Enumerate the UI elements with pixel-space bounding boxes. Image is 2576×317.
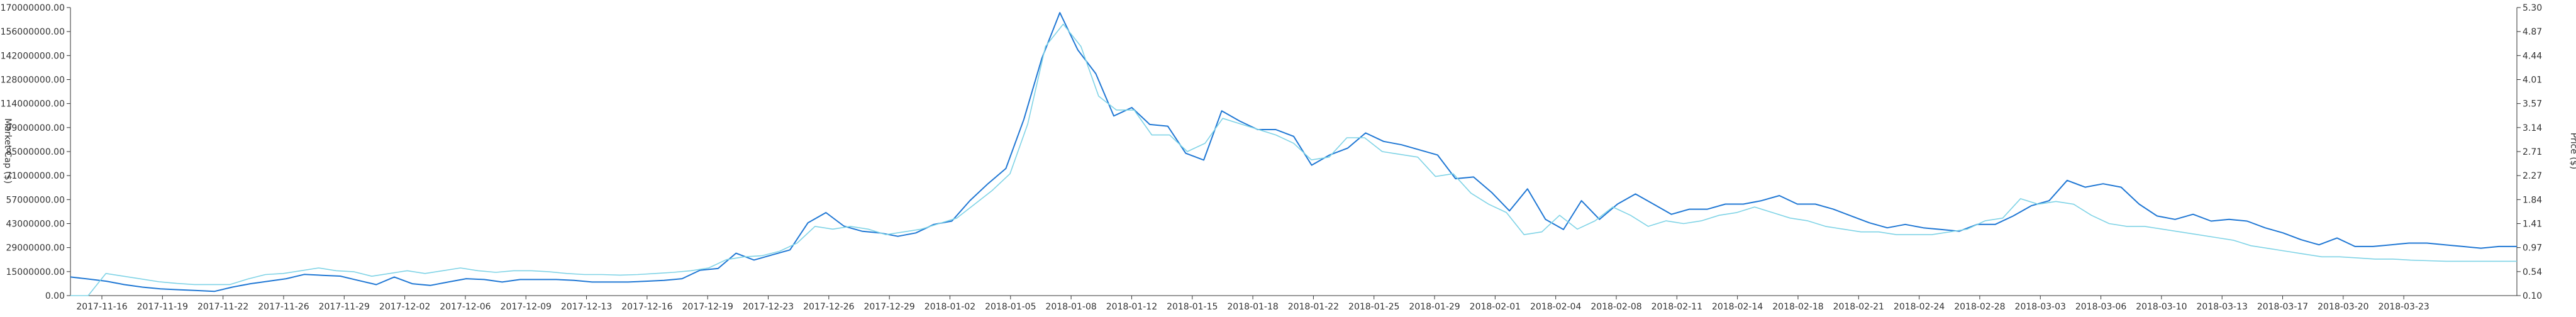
y-right-tick-label: 0.97 [2523, 243, 2542, 253]
x-tick-label: 2018-03-06 [2075, 302, 2126, 312]
series-lines [70, 12, 2517, 296]
y-right-tick-label: 3.14 [2523, 123, 2542, 133]
y-left-tick-label: 85000000.00 [6, 147, 65, 157]
series-line-market-cap [70, 12, 2517, 292]
x-tick-label: 2018-03-13 [2197, 302, 2248, 312]
x-tick-label: 2018-03-03 [2015, 302, 2066, 312]
y-left-tick-label: 156000000.00 [1, 27, 65, 37]
x-tick-label: 2018-03-10 [2136, 302, 2187, 312]
y-left-tick-label: 0.00 [45, 291, 65, 301]
x-tick-label: 2017-12-23 [743, 302, 794, 312]
x-tick-label: 2017-11-26 [258, 302, 309, 312]
x-tick-label: 2017-12-26 [803, 302, 854, 312]
x-tick-label: 2018-01-25 [1348, 302, 1399, 312]
x-tick-label: 2018-01-12 [1106, 302, 1157, 312]
x-tick-label: 2018-01-15 [1167, 302, 1218, 312]
x-tick-label: 2018-02-18 [1772, 302, 1823, 312]
x-tick-label: 2017-11-29 [319, 302, 370, 312]
y-left-tick-label: 114000000.00 [1, 99, 65, 109]
x-tick-label: 2018-02-01 [1470, 302, 1521, 312]
y-right-tick-label: 0.10 [2523, 291, 2542, 301]
x-tick-label: 2018-02-11 [1652, 302, 1702, 312]
x-tick-label: 2017-12-19 [682, 302, 733, 312]
y-right-tick-label: 4.44 [2523, 51, 2542, 61]
x-tick-label: 2017-12-13 [561, 302, 612, 312]
x-tick-label: 2018-01-08 [1045, 302, 1096, 312]
x-tick-label: 2018-01-05 [985, 302, 1036, 312]
x-tick-label: 2018-01-18 [1227, 302, 1278, 312]
y-left-tick-label: 29000000.00 [6, 243, 65, 253]
y-right-tick-label: 3.57 [2523, 99, 2542, 109]
y-right-tick-label: 1.41 [2523, 220, 2542, 230]
y-left-tick-label: 142000000.00 [1, 51, 65, 61]
x-tick-label: 2018-02-21 [1833, 302, 1884, 312]
x-tick-label: 2018-01-02 [924, 302, 975, 312]
x-tick-label: 2018-02-04 [1530, 302, 1581, 312]
y-right-tick-label: 2.71 [2523, 147, 2542, 157]
x-tick-label: 2018-03-20 [2318, 302, 2368, 312]
x-tick-label: 2018-02-28 [1954, 302, 2005, 312]
x-tick-label: 2018-01-22 [1288, 302, 1339, 312]
x-tick-label: 2018-02-08 [1591, 302, 1641, 312]
x-tick-label: 2017-11-19 [137, 302, 188, 312]
y-right-tick-label: 4.01 [2523, 75, 2542, 86]
y-right-tick-label: 1.84 [2523, 195, 2542, 205]
axes: 0.00 15000000.00 29000000.00 43000000.00 570… [1, 3, 2543, 312]
x-tick-label: 2018-01-29 [1409, 302, 1460, 312]
x-tick-label: 2017-12-02 [379, 302, 430, 312]
y-left-tick-label: 99000000.00 [6, 123, 65, 133]
y-left-tick-label: 170000000.00 [1, 3, 65, 13]
x-tick-label: 2018-03-23 [2378, 302, 2429, 312]
y-left-tick-label: 128000000.00 [1, 75, 65, 86]
x-tick-label: 2018-03-17 [2257, 302, 2308, 312]
x-tick-label: 2017-12-29 [863, 302, 914, 312]
x-tick-label: 2018-02-24 [1894, 302, 1945, 312]
x-tick-label: 2017-11-22 [197, 302, 248, 312]
x-tick-label: 2017-11-16 [76, 302, 127, 312]
x-tick-label: 2017-12-06 [440, 302, 491, 312]
y-right-tick-label: 0.54 [2523, 267, 2542, 277]
y-axis-right-label: Price ($) [2568, 133, 2576, 169]
x-tick-label: 2017-12-16 [621, 302, 672, 312]
y-left-tick-label: 71000000.00 [6, 171, 65, 181]
y-axis-left-label: Market Cap ($) [3, 118, 13, 184]
y-left-tick-label: 15000000.00 [6, 267, 65, 277]
y-right-tick-label: 4.87 [2523, 27, 2542, 37]
x-tick-label: 2018-02-14 [1712, 302, 1763, 312]
y-right-tick-label: 5.30 [2523, 3, 2542, 13]
y-left-tick-label: 57000000.00 [6, 195, 65, 205]
y-right-tick-label: 2.27 [2523, 171, 2542, 181]
series-line-price [70, 23, 2517, 296]
y-left-tick-label: 43000000.00 [6, 220, 65, 230]
x-tick-label: 2017-12-09 [501, 302, 552, 312]
